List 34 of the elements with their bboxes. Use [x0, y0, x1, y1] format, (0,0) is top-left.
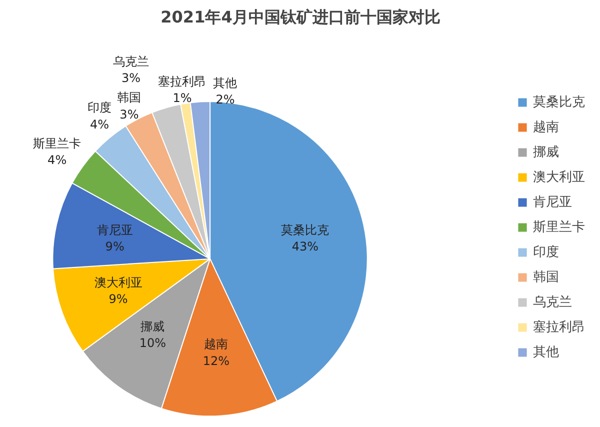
slice-label: 印度 — [87, 100, 112, 115]
slice-label: 塞拉利昂 — [158, 74, 206, 88]
legend-label: 其他 — [533, 344, 559, 360]
data-label: 1% — [172, 91, 192, 106]
legend-label: 塞拉利昂 — [533, 318, 585, 336]
slice-label: 其他 — [213, 76, 238, 90]
data-label: 43% — [292, 240, 319, 254]
legend-label: 肯尼亚 — [533, 194, 572, 210]
data-label: 10% — [139, 336, 166, 350]
data-label: 9% — [108, 292, 128, 306]
slice-label: 肯尼亚 — [96, 222, 133, 237]
chart-title: 2021年4月中国钛矿进口前十国家对比 — [160, 8, 440, 26]
data-label: 3% — [122, 71, 141, 86]
data-label: 9% — [105, 240, 124, 254]
slice-label: 越南 — [204, 337, 228, 352]
slice-label: 韩国 — [117, 90, 142, 105]
legend-label: 挪威 — [533, 144, 559, 160]
legend-label: 韩国 — [533, 268, 559, 286]
slice-label: 澳大利亚 — [94, 275, 142, 290]
data-label: 4% — [90, 118, 110, 132]
slice-label: 斯里兰卡 — [33, 136, 82, 150]
data-label: 2% — [216, 92, 235, 107]
slice-label: 莫桑比克 — [281, 222, 330, 237]
legend-label: 莫桑比克 — [533, 94, 585, 110]
legend-label: 斯里兰卡 — [533, 218, 585, 236]
slice-label: 挪威 — [140, 319, 165, 334]
legend-label: 澳大利亚 — [533, 168, 585, 186]
legend-label: 乌克兰 — [533, 294, 572, 310]
data-label: 12% — [202, 354, 230, 368]
data-label: 4% — [48, 153, 67, 168]
slice-label: 乌克兰 — [113, 54, 150, 68]
legend-label: 印度 — [533, 244, 559, 260]
data-label: 3% — [120, 107, 139, 122]
legend-label: 越南 — [533, 118, 559, 136]
